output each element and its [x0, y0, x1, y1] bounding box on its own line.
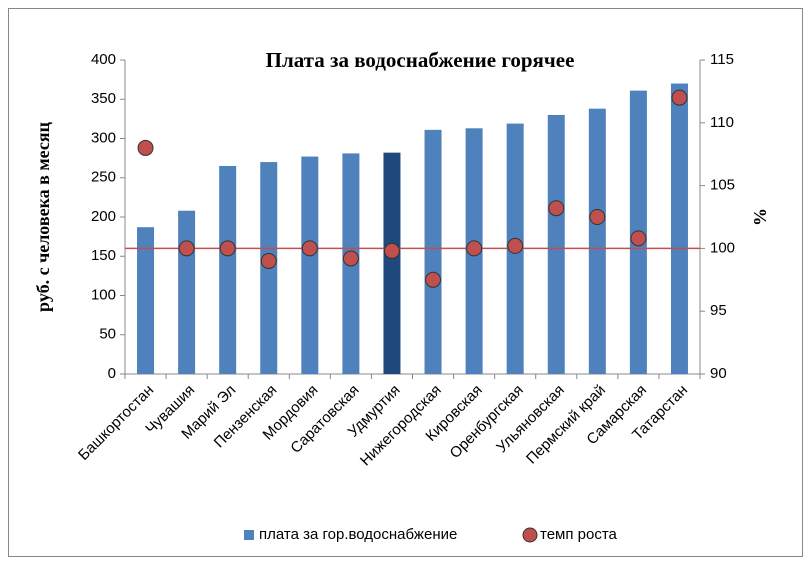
y-tick-label: 300	[91, 129, 116, 146]
y-tick-label: 400	[91, 51, 116, 68]
point	[466, 240, 483, 257]
y-tick-label: 50	[99, 326, 116, 343]
y-tick-label: 150	[91, 247, 116, 264]
legend-swatch	[244, 530, 254, 540]
point	[342, 250, 359, 267]
y2-tick-label: 100	[710, 239, 735, 256]
point	[507, 237, 524, 254]
point	[178, 240, 195, 257]
bar	[588, 108, 606, 375]
legend-swatch	[522, 527, 538, 543]
y2-tick-label: 110	[710, 114, 734, 131]
point	[630, 230, 647, 247]
bar	[219, 165, 237, 374]
point	[425, 271, 442, 288]
y-tick-label: 250	[91, 169, 116, 186]
bar	[547, 114, 565, 374]
point	[301, 240, 318, 257]
legend-label: темп роста	[540, 526, 618, 543]
y-axis-label: руб. с человека в месяц	[33, 121, 53, 312]
y-tick-label: 100	[91, 286, 116, 303]
point	[548, 200, 565, 217]
bar	[301, 156, 319, 374]
bar	[424, 129, 442, 374]
y2-axis-label: %	[750, 208, 770, 226]
point	[219, 240, 236, 257]
point	[589, 209, 606, 225]
y2-tick-label: 90	[710, 365, 727, 382]
bar	[670, 83, 688, 375]
point	[137, 139, 154, 156]
point	[260, 252, 277, 269]
point	[671, 89, 688, 106]
y-tick-label: 0	[108, 365, 116, 382]
y-tick-label: 350	[91, 90, 116, 107]
point	[383, 242, 400, 259]
y2-tick-label: 95	[710, 302, 727, 319]
bar	[137, 227, 155, 374]
bar	[383, 152, 401, 374]
y-tick-label: 200	[91, 208, 116, 225]
legend-label: плата за гор.водоснабжение	[259, 526, 457, 543]
y2-tick-label: 105	[710, 177, 735, 194]
y2-tick-label: 115	[710, 51, 734, 68]
chart-title: Плата за водоснабжение горячее	[266, 48, 575, 72]
bar	[178, 210, 196, 374]
